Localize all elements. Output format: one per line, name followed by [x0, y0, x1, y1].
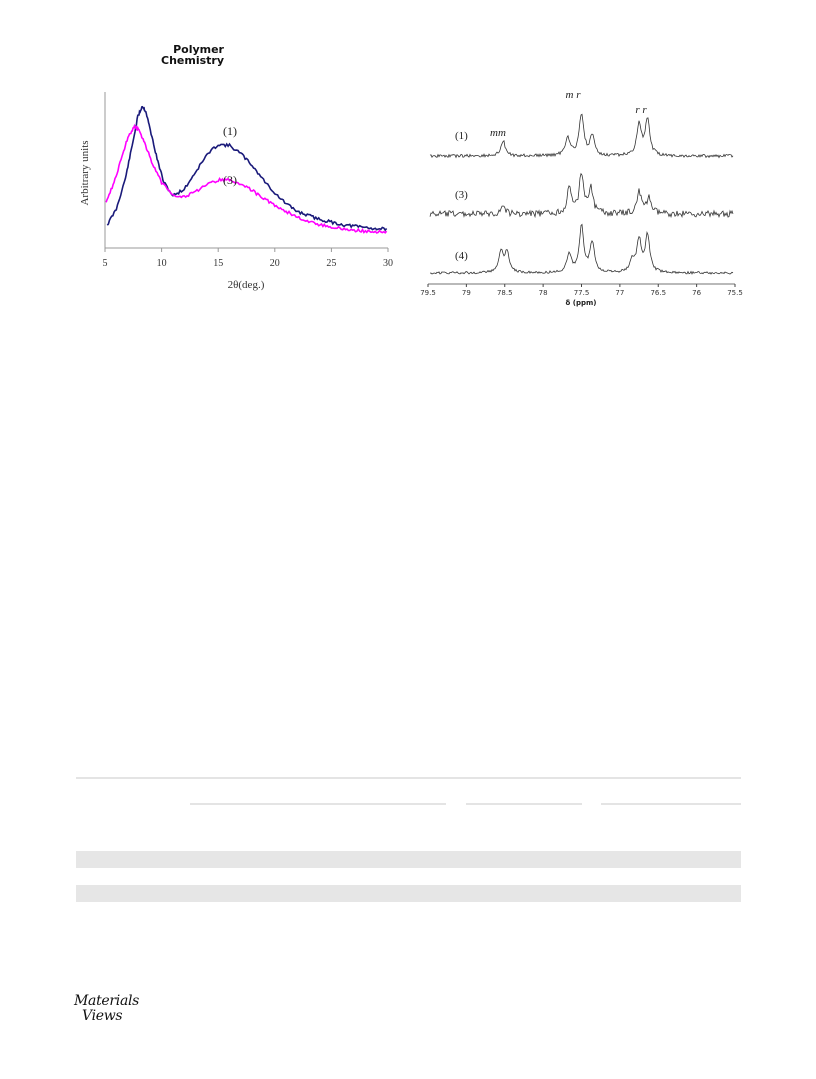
- nmr-trace-label-4: (4): [455, 250, 468, 262]
- nmr-x-tick-label: 76: [692, 289, 701, 297]
- xrd-series-label-1: (1): [223, 124, 237, 138]
- nmr-x-ticks: 79.5 79 78.5 78 77.5 77 76.5 76 75.5: [420, 284, 743, 297]
- nmr-x-tick-label: 78.5: [497, 289, 513, 297]
- table-shaded-row-1: [76, 851, 741, 868]
- xrd-x-ticks: 5 10 15 20 25 30: [103, 248, 393, 269]
- xrd-x-tick-label: 10: [157, 258, 167, 269]
- nmr-series-group: [429, 113, 734, 275]
- nmr-x-tick-label: 76.5: [650, 289, 666, 297]
- nmr-x-tick-label: 79.5: [420, 289, 436, 297]
- table-skeleton: [76, 777, 741, 902]
- journal-name-line1: Polymer: [173, 43, 224, 56]
- nmr-x-label: δ (ppm): [566, 299, 597, 307]
- nmr-annotation-mr: m r: [566, 89, 582, 101]
- logo-line-2: Views: [82, 1008, 123, 1024]
- logo-line-1: Materials: [74, 993, 140, 1009]
- xrd-series-label-3: (3): [223, 173, 237, 187]
- xrd-y-label: Arbitrary units: [79, 140, 91, 205]
- xrd-series-line-1: [106, 105, 388, 232]
- journal-name: Polymer Chemistry: [158, 44, 224, 66]
- nmr-chart: 79.5 79 78.5 78 77.5 77 76.5 76 75.5 δ (ppm) mm …: [420, 89, 743, 307]
- nmr-x-tick-label: 77: [615, 289, 624, 297]
- xrd-x-tick-label: 15: [213, 258, 223, 269]
- nmr-trace-3: [429, 172, 734, 219]
- xrd-x-tick-label: 30: [383, 258, 393, 269]
- nmr-trace-1: [429, 113, 734, 159]
- journal-name-line2: Chemistry: [161, 54, 224, 67]
- nmr-annotation-mm: mm: [490, 127, 506, 139]
- nmr-annotation-rr: r r: [635, 104, 647, 116]
- xrd-series-group: [105, 105, 388, 234]
- nmr-x-tick-label: 77.5: [574, 289, 590, 297]
- xrd-x-tick-label: 25: [326, 258, 336, 269]
- xrd-axes: [104, 92, 388, 249]
- nmr-trace-label-3: (3): [455, 189, 468, 201]
- nmr-trace-label-1: (1): [455, 130, 468, 142]
- table-shaded-row-2: [76, 885, 741, 902]
- materials-views-logo: Materials Views: [74, 994, 139, 1024]
- xrd-x-tick-label: 5: [103, 258, 108, 269]
- xrd-x-tick-label: 20: [270, 258, 280, 269]
- nmr-trace-4: [429, 223, 734, 275]
- nmr-x-tick-label: 79: [462, 289, 471, 297]
- nmr-x-tick-label: 78: [539, 289, 548, 297]
- xrd-x-label: 2θ(deg.): [228, 279, 265, 291]
- xrd-chart: 5 10 15 20 25 30 Arbitrary units 2θ(deg.) (1)…: [79, 92, 393, 291]
- nmr-x-tick-label: 75.5: [727, 289, 743, 297]
- xrd-series-line-3: [105, 123, 388, 234]
